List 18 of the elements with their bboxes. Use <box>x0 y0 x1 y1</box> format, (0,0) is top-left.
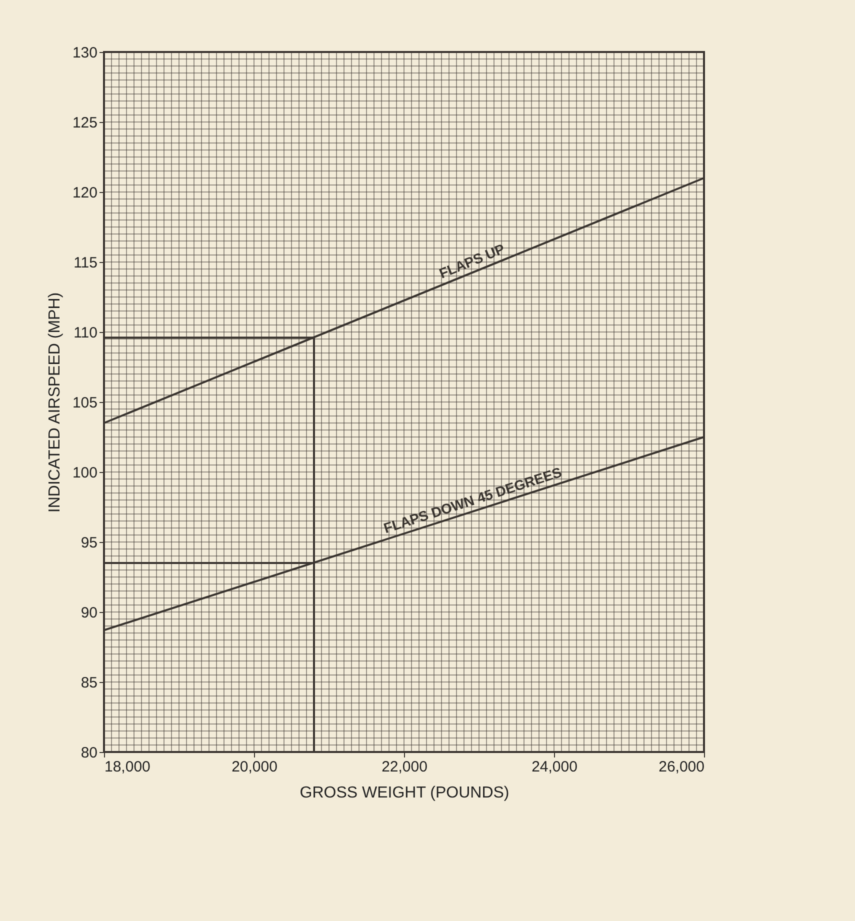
x-tick-label: 24,000 <box>532 758 578 776</box>
y-tick-label: 95 <box>80 534 98 552</box>
y-axis-title: INDICATED AIRSPEED (MPH) <box>46 292 64 513</box>
y-tick-label: 110 <box>74 324 98 342</box>
y-tick-label: 125 <box>72 114 98 132</box>
x-axis-title: GROSS WEIGHT (POUNDS) <box>300 784 510 802</box>
x-tick-label: 18,000 <box>104 758 150 776</box>
x-tick-label: 20,000 <box>232 758 278 776</box>
y-tick-label: 100 <box>72 464 98 482</box>
y-tick-label: 115 <box>74 254 98 272</box>
y-tick-label: 120 <box>72 184 98 202</box>
y-tick-label: 130 <box>72 44 98 62</box>
y-tick-label: 105 <box>72 394 98 412</box>
y-tick-label: 90 <box>80 604 98 622</box>
x-tick-label: 26,000 <box>658 758 704 776</box>
x-tick-label: 22,000 <box>382 758 428 776</box>
y-tick-label: 85 <box>80 674 98 692</box>
y-tick-label: 80 <box>80 744 98 762</box>
